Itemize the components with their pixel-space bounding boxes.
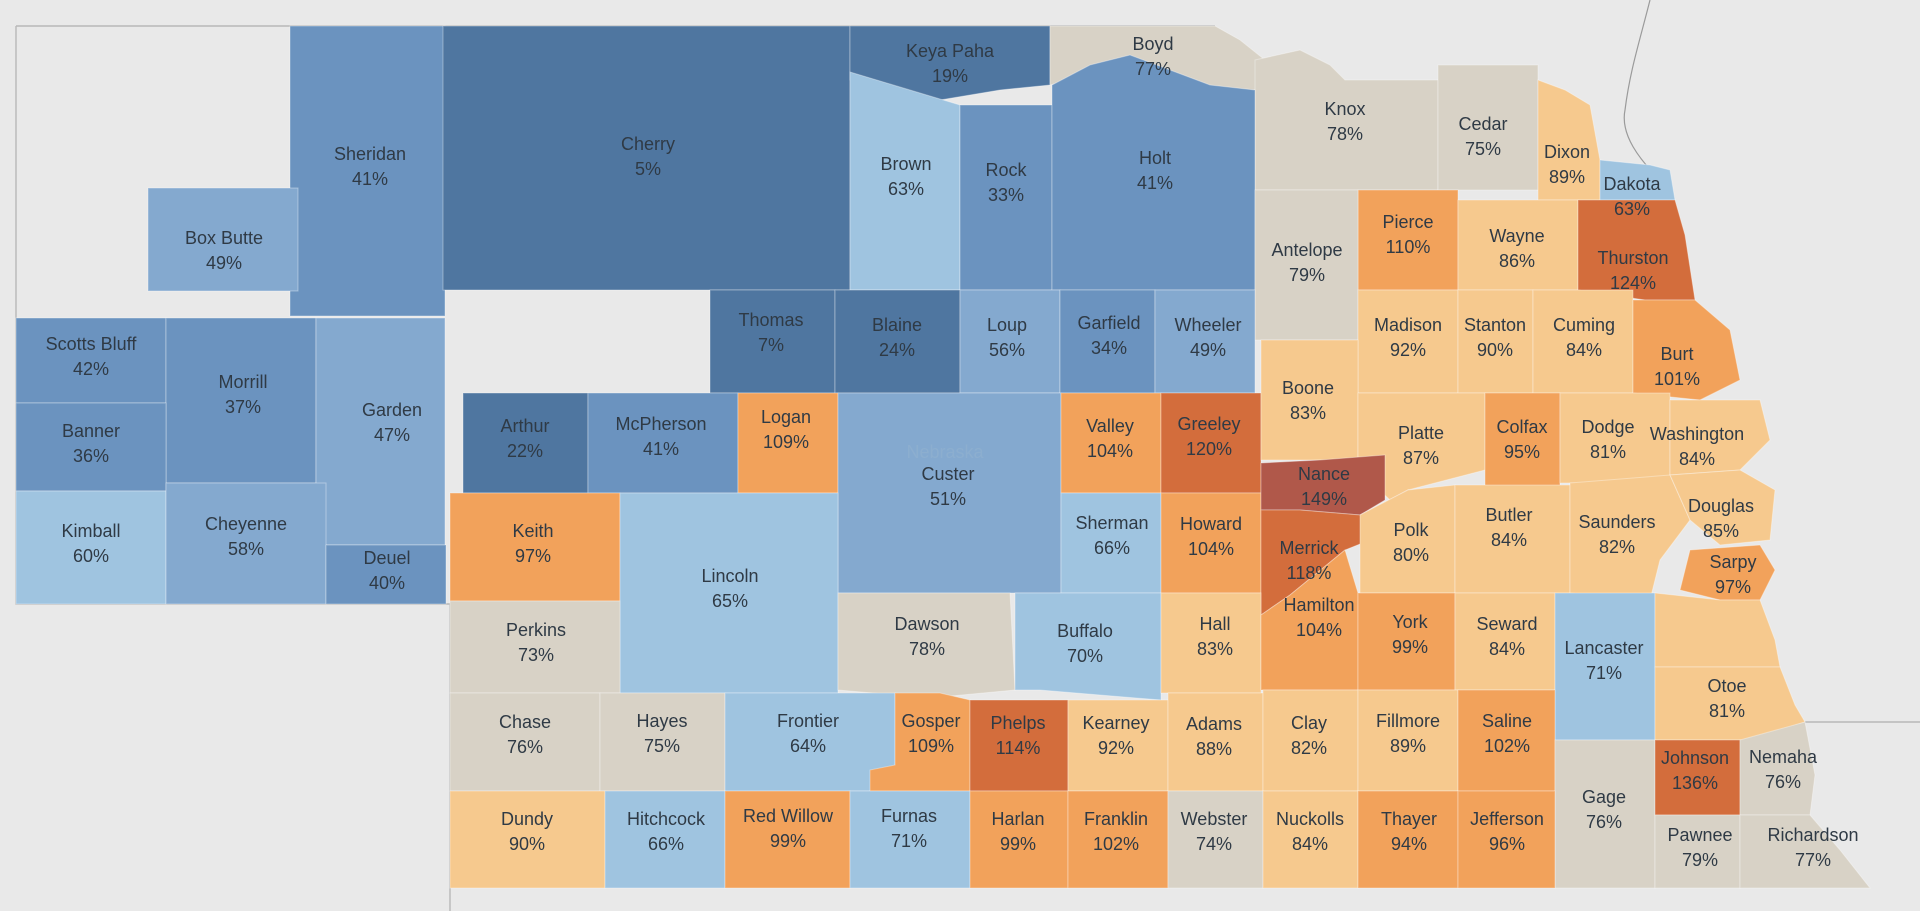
county-saline[interactable] <box>1457 689 1556 792</box>
county-clay[interactable] <box>1262 689 1359 792</box>
county-stanton[interactable] <box>1457 289 1534 394</box>
county-cheyenne[interactable] <box>165 482 327 605</box>
county-webster[interactable] <box>1167 790 1264 889</box>
county-dundy[interactable] <box>449 790 606 889</box>
county-johnson[interactable] <box>1654 739 1741 816</box>
county-cedar[interactable] <box>1437 64 1539 191</box>
county-banner[interactable] <box>15 402 167 492</box>
county-fillmore[interactable] <box>1357 689 1459 792</box>
county-holt[interactable] <box>1051 54 1256 291</box>
county-deuel[interactable] <box>325 544 447 605</box>
county-garfield[interactable] <box>1059 289 1156 394</box>
county-hayes[interactable] <box>599 692 726 792</box>
county-red-willow[interactable] <box>724 790 851 889</box>
county-washington[interactable] <box>1669 399 1771 476</box>
county-dakota[interactable] <box>1599 159 1676 201</box>
county-gage[interactable] <box>1554 739 1656 889</box>
county-boone[interactable] <box>1260 339 1359 461</box>
county-franklin[interactable] <box>1067 790 1169 889</box>
county-howard[interactable] <box>1160 492 1262 594</box>
county-seward[interactable] <box>1454 592 1556 691</box>
county-nance[interactable] <box>1260 454 1386 516</box>
county-kearney[interactable] <box>1067 699 1169 792</box>
county-cherry[interactable] <box>442 25 851 291</box>
county-blaine[interactable] <box>834 289 961 394</box>
county-rock[interactable] <box>959 104 1053 291</box>
county-pierce[interactable] <box>1357 189 1459 291</box>
state-name-label: Nebraska <box>906 442 984 462</box>
county-custer[interactable] <box>837 392 1062 594</box>
county-perkins[interactable] <box>449 600 621 694</box>
county-garden[interactable] <box>315 317 446 546</box>
county-thurston[interactable] <box>1577 199 1696 301</box>
county-antelope[interactable] <box>1254 189 1359 341</box>
county-cass[interactable] <box>1654 592 1781 668</box>
county-dodge[interactable] <box>1559 392 1671 484</box>
county-thomas[interactable] <box>709 289 836 394</box>
county-richardson[interactable] <box>1739 814 1872 889</box>
county-wayne[interactable] <box>1457 199 1579 291</box>
county-colfax[interactable] <box>1484 392 1561 494</box>
county-valley[interactable] <box>1060 392 1162 494</box>
county-thayer[interactable] <box>1357 790 1459 889</box>
county-cuming[interactable] <box>1532 289 1634 394</box>
county-york[interactable] <box>1357 592 1456 691</box>
county-brown[interactable] <box>849 71 961 291</box>
county-douglas[interactable] <box>1669 469 1776 546</box>
river-line <box>1623 0 1661 181</box>
county-dawson[interactable] <box>837 592 1016 699</box>
county-logan[interactable] <box>737 392 839 494</box>
county-chase[interactable] <box>449 692 601 792</box>
county-sarpy[interactable] <box>1679 544 1776 601</box>
county-madison[interactable] <box>1357 289 1459 394</box>
county-hall[interactable] <box>1160 592 1262 694</box>
county-keith[interactable] <box>449 492 621 602</box>
county-buffalo[interactable] <box>1014 592 1162 701</box>
county-mcpherson[interactable] <box>587 392 739 494</box>
county-furnas[interactable] <box>849 790 971 889</box>
county-hitchcock[interactable] <box>604 790 726 889</box>
county-morrill[interactable] <box>165 317 317 484</box>
county-sheridan[interactable] <box>289 25 446 317</box>
county-sherman[interactable] <box>1060 492 1162 594</box>
county-scotts-bluff[interactable] <box>15 317 167 404</box>
county-wheeler[interactable] <box>1154 289 1256 394</box>
county-box-butte[interactable] <box>147 187 299 292</box>
county-lincoln[interactable] <box>619 492 839 694</box>
county-butler[interactable] <box>1454 484 1571 594</box>
county-pawnee[interactable] <box>1654 814 1741 889</box>
county-greeley[interactable] <box>1160 392 1262 494</box>
county-kimball[interactable] <box>15 490 167 605</box>
county-arthur[interactable] <box>462 392 589 494</box>
county-lancaster[interactable] <box>1554 592 1656 741</box>
county-nuckolls[interactable] <box>1262 790 1359 889</box>
counties-layer[interactable] <box>15 25 1872 889</box>
county-nemaha[interactable] <box>1739 721 1816 816</box>
county-jefferson[interactable] <box>1457 790 1556 889</box>
county-phelps[interactable] <box>969 699 1069 792</box>
county-harlan[interactable] <box>969 790 1069 889</box>
county-loup[interactable] <box>959 289 1061 394</box>
county-adams[interactable] <box>1167 692 1264 792</box>
county-frontier[interactable] <box>724 692 896 792</box>
